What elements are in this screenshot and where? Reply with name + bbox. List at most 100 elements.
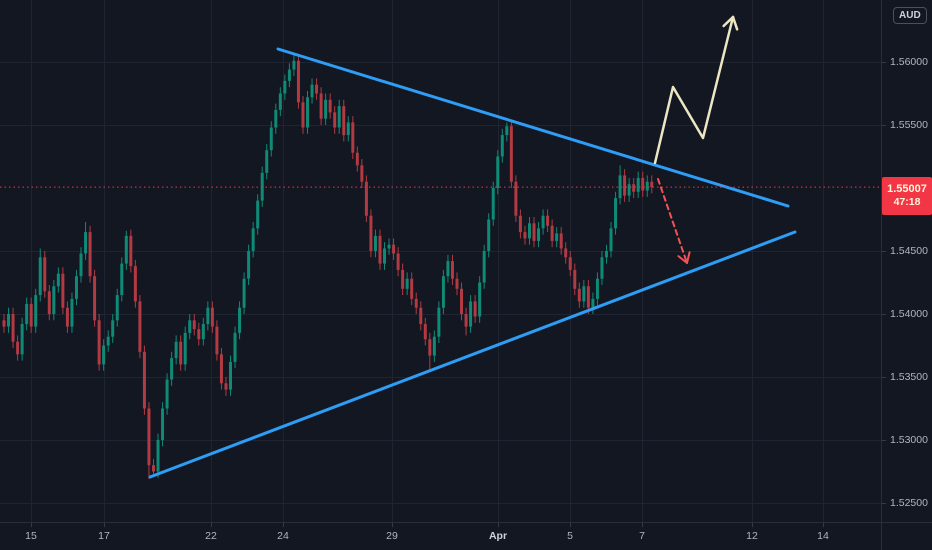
candle-body bbox=[568, 257, 572, 270]
candle-body bbox=[333, 112, 337, 128]
candle-body bbox=[93, 276, 97, 321]
candle-body bbox=[455, 278, 459, 289]
candle-body bbox=[310, 84, 314, 98]
time-tick-mark bbox=[31, 523, 32, 527]
candle-body bbox=[355, 152, 359, 166]
time-tick-label: 15 bbox=[25, 530, 37, 542]
candle-body bbox=[151, 465, 155, 472]
time-tick-mark bbox=[392, 523, 393, 527]
candle-body bbox=[527, 223, 531, 239]
lower-trendline[interactable] bbox=[148, 230, 797, 479]
candle-body bbox=[346, 122, 350, 136]
candle-body bbox=[450, 261, 454, 279]
breakdown-arrow-down-head bbox=[677, 255, 688, 264]
candle-body bbox=[632, 184, 636, 192]
candle-body bbox=[541, 215, 545, 229]
breakout-arrow-up-head bbox=[722, 15, 735, 28]
candle-body bbox=[65, 307, 69, 327]
breakdown-arrow-down-head bbox=[686, 251, 691, 264]
candle-body bbox=[2, 320, 6, 327]
price-tick-mark bbox=[882, 124, 886, 126]
candle-body bbox=[496, 156, 500, 188]
candle-body bbox=[174, 341, 178, 359]
breakdown-arrow-down[interactable] bbox=[657, 178, 688, 264]
candle-body bbox=[423, 324, 427, 340]
price-tick-mark bbox=[882, 313, 886, 315]
candle-body bbox=[441, 276, 445, 308]
candle-body bbox=[170, 358, 174, 380]
time-tick-mark bbox=[823, 523, 824, 527]
candle-body bbox=[396, 253, 400, 270]
candle-body bbox=[34, 295, 38, 327]
candle-body bbox=[97, 320, 101, 365]
candle-body bbox=[550, 225, 554, 241]
candle-body bbox=[219, 354, 223, 384]
candle-body bbox=[623, 175, 627, 196]
upper-trendline[interactable] bbox=[276, 47, 790, 208]
candle-body bbox=[364, 181, 368, 216]
candle-body bbox=[138, 301, 142, 352]
candle-body bbox=[197, 329, 201, 340]
price-tick-label: 1.56000 bbox=[890, 56, 928, 68]
candle-body bbox=[582, 286, 586, 302]
candle-body bbox=[491, 188, 495, 220]
candle-body bbox=[564, 248, 568, 258]
breakout-arrow-up-head bbox=[731, 15, 739, 31]
time-tick-label: 7 bbox=[639, 530, 645, 542]
candle-body bbox=[61, 273, 65, 308]
candle-body bbox=[337, 106, 341, 128]
breakout-arrow-up[interactable] bbox=[653, 15, 735, 165]
time-tick-label: Apr bbox=[488, 530, 508, 542]
candle-body bbox=[38, 257, 42, 296]
candle-body bbox=[25, 303, 29, 325]
time-tick-label: 22 bbox=[205, 530, 217, 542]
candle-body bbox=[106, 336, 110, 346]
candle-body bbox=[165, 379, 169, 409]
candle-body bbox=[287, 69, 291, 81]
candle-body bbox=[242, 278, 246, 308]
candle-body bbox=[229, 361, 232, 390]
candle-body bbox=[238, 307, 242, 333]
price-tick-label: 1.54500 bbox=[890, 245, 928, 257]
candle-body bbox=[265, 150, 269, 173]
candle-body bbox=[618, 175, 622, 199]
time-tick-label: 24 bbox=[277, 530, 289, 542]
candle-body bbox=[147, 408, 151, 466]
candle-body bbox=[29, 303, 33, 327]
candle-body bbox=[88, 232, 92, 277]
candle-body bbox=[133, 266, 137, 302]
time-tick-mark bbox=[642, 523, 643, 527]
candle-body bbox=[324, 99, 328, 119]
candle-body bbox=[179, 341, 183, 365]
currency-badge[interactable]: AUD bbox=[893, 7, 927, 24]
candle-body bbox=[573, 269, 577, 289]
candle-body bbox=[577, 288, 581, 302]
candle-body bbox=[555, 233, 559, 241]
price-tick-label: 1.53000 bbox=[890, 434, 928, 446]
candle-body bbox=[446, 261, 450, 277]
price-axis[interactable]: 1.56000 1.55500 1.54500 1.54000 1.53500 1.530… bbox=[881, 0, 932, 550]
candle-body bbox=[161, 408, 165, 440]
candle-body bbox=[469, 301, 473, 327]
candle-body bbox=[256, 200, 260, 229]
time-axis[interactable]: 15 17 22 24 29 Apr 5 7 12 14 bbox=[0, 522, 932, 550]
candle-body bbox=[645, 181, 649, 191]
candle-body bbox=[464, 314, 468, 327]
candle-body bbox=[129, 235, 133, 267]
time-tick-mark bbox=[752, 523, 753, 527]
candle-body bbox=[351, 122, 355, 153]
price-tick-mark bbox=[882, 502, 886, 504]
time-tick-mark bbox=[104, 523, 105, 527]
time-tick-label: 5 bbox=[567, 530, 573, 542]
candle-body bbox=[604, 251, 608, 258]
candle-body bbox=[301, 102, 305, 128]
candle-body bbox=[473, 301, 477, 317]
candle-body bbox=[192, 320, 196, 330]
candle-body bbox=[102, 345, 106, 365]
candle-body bbox=[559, 233, 563, 249]
candle-body bbox=[342, 106, 346, 136]
price-tick-label: 1.54000 bbox=[890, 308, 928, 320]
candle-body bbox=[201, 324, 205, 340]
